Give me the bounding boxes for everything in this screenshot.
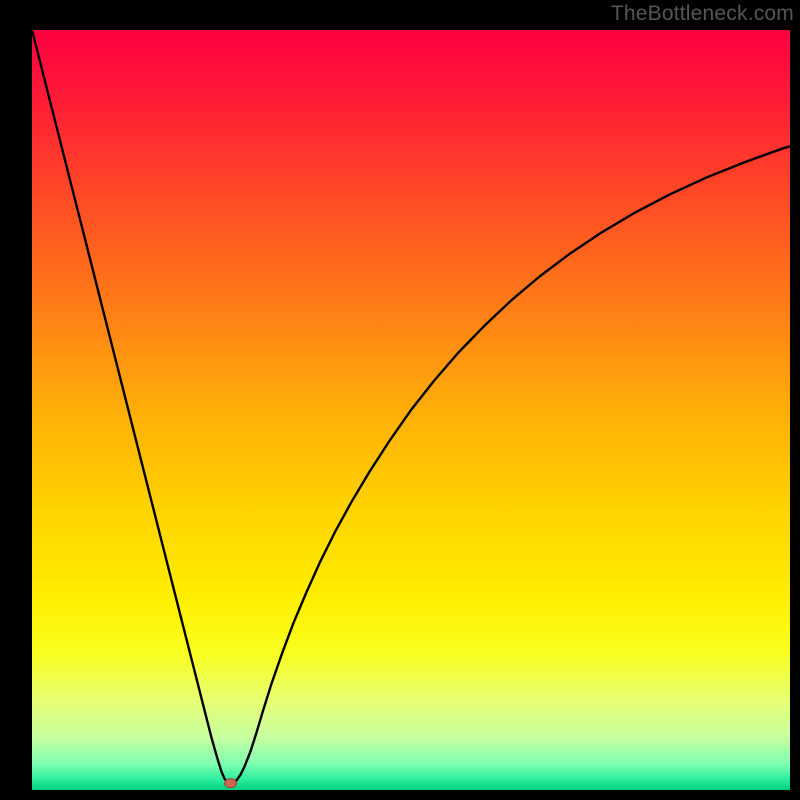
chart-stage: TheBottleneck.com xyxy=(0,0,800,800)
chart-svg xyxy=(0,0,800,800)
valley-marker xyxy=(225,779,237,788)
